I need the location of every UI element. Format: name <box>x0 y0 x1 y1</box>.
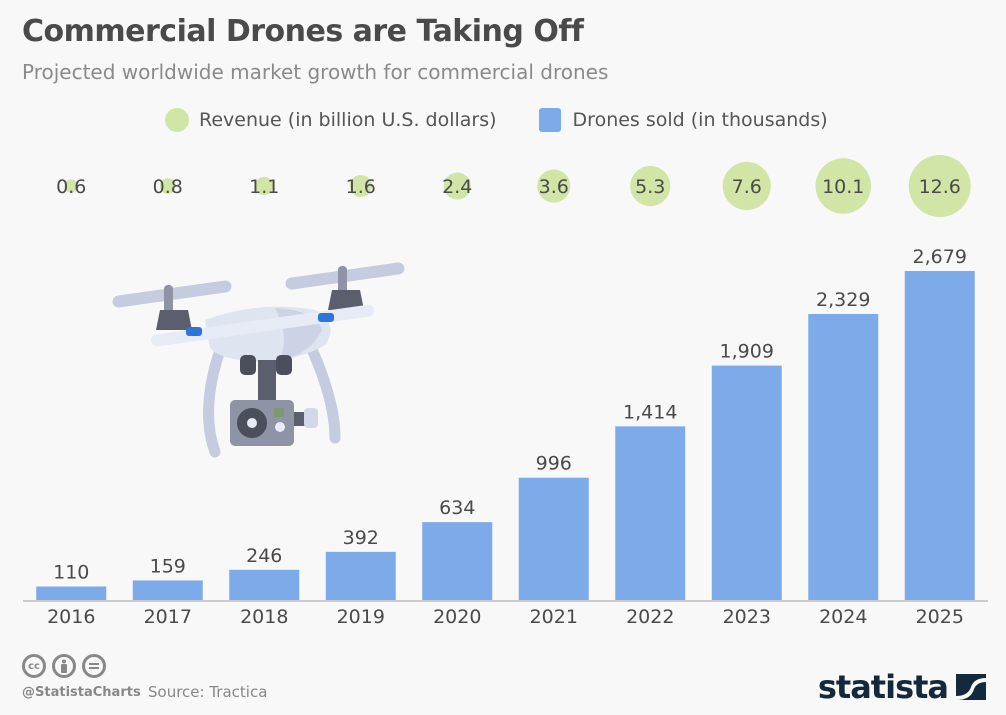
drone-icon <box>112 262 405 458</box>
bar-label-2019: 392 <box>343 527 379 549</box>
source-note: Source: Tractica <box>148 683 268 701</box>
legend-item-revenue: Revenue (in billion U.S. dollars) <box>165 108 497 132</box>
revenue-label-2016: 0.6 <box>56 176 86 198</box>
bar-label-2022: 1,414 <box>623 401 677 423</box>
revenue-swatch <box>165 108 189 132</box>
revenue-label-2018: 1.1 <box>249 176 279 198</box>
bar-2022 <box>615 426 686 600</box>
revenue-label-2022: 5.3 <box>635 176 665 198</box>
x-tick-label-2023: 2023 <box>723 606 771 628</box>
by-icon <box>52 654 76 678</box>
x-tick-label-2018: 2018 <box>240 606 288 628</box>
x-tick-label-2021: 2021 <box>530 606 578 628</box>
bar-2019 <box>325 551 396 600</box>
drones-swatch <box>538 108 561 132</box>
legend-item-drones: Drones sold (in thousands) <box>538 108 828 132</box>
bar-label-2024: 2,329 <box>816 289 870 311</box>
bar-label-2021: 996 <box>536 453 572 475</box>
revenue-bubble-2018 <box>255 176 274 196</box>
bar-label-2018: 246 <box>246 545 282 567</box>
revenue-bubble-2020 <box>443 172 471 200</box>
legend-label-revenue: Revenue (in billion U.S. dollars) <box>199 109 497 131</box>
bar-2018 <box>229 569 300 600</box>
statista-mark-icon <box>956 674 986 700</box>
statista-logo[interactable]: statista <box>818 668 986 706</box>
bar-label-2017: 159 <box>150 555 186 577</box>
x-tick-label-2019: 2019 <box>337 606 385 628</box>
revenue-label-2024: 10.1 <box>822 176 864 198</box>
x-tick-label-2020: 2020 <box>433 606 481 628</box>
revenue-bubble-2016 <box>64 179 79 193</box>
chart-title: Commercial Drones are Taking Off <box>22 14 584 49</box>
bar-2017 <box>132 580 203 600</box>
bar-2025 <box>904 271 975 600</box>
revenue-label-2019: 1.6 <box>346 176 376 198</box>
bar-2020 <box>422 522 493 600</box>
twitter-handle[interactable]: @StatistaCharts <box>22 685 141 700</box>
revenue-bubble-2025 <box>908 155 971 217</box>
revenue-label-2017: 0.8 <box>153 176 183 198</box>
chart-subtitle: Projected worldwide market growth for co… <box>22 60 609 84</box>
license-icons: cc <box>22 654 112 678</box>
revenue-bubble-2024 <box>815 158 872 214</box>
revenue-label-2021: 3.6 <box>539 176 569 198</box>
bar-label-2025: 2,679 <box>913 246 967 268</box>
nd-icon <box>82 654 106 678</box>
revenue-label-2023: 7.6 <box>732 176 762 198</box>
revenue-bubble-2019 <box>349 174 372 198</box>
bar-label-2023: 1,909 <box>720 341 774 363</box>
bar-2016 <box>36 586 107 600</box>
cc-icon: cc <box>22 654 46 678</box>
bar-2023 <box>711 365 782 600</box>
x-tick-label-2024: 2024 <box>819 606 867 628</box>
x-tick-label-2025: 2025 <box>916 606 964 628</box>
revenue-bubble-2022 <box>630 165 671 207</box>
brand-name: statista <box>817 668 949 706</box>
revenue-bubble-2023 <box>722 161 771 211</box>
legend: Revenue (in billion U.S. dollars) Drones… <box>165 108 870 132</box>
revenue-bubble-2017 <box>159 178 176 194</box>
bar-2021 <box>518 477 589 600</box>
revenue-label-2020: 2.4 <box>442 176 472 198</box>
x-tick-label-2022: 2022 <box>626 606 674 628</box>
bar-label-2020: 634 <box>439 497 475 519</box>
revenue-bubble-2021 <box>537 169 571 203</box>
revenue-label-2025: 12.6 <box>919 176 961 198</box>
x-tick-label-2017: 2017 <box>144 606 192 628</box>
bar-2024 <box>808 313 879 600</box>
x-tick-label-2016: 2016 <box>47 606 95 628</box>
bar-label-2016: 110 <box>53 561 89 583</box>
legend-label-drones: Drones sold (in thousands) <box>572 109 828 131</box>
